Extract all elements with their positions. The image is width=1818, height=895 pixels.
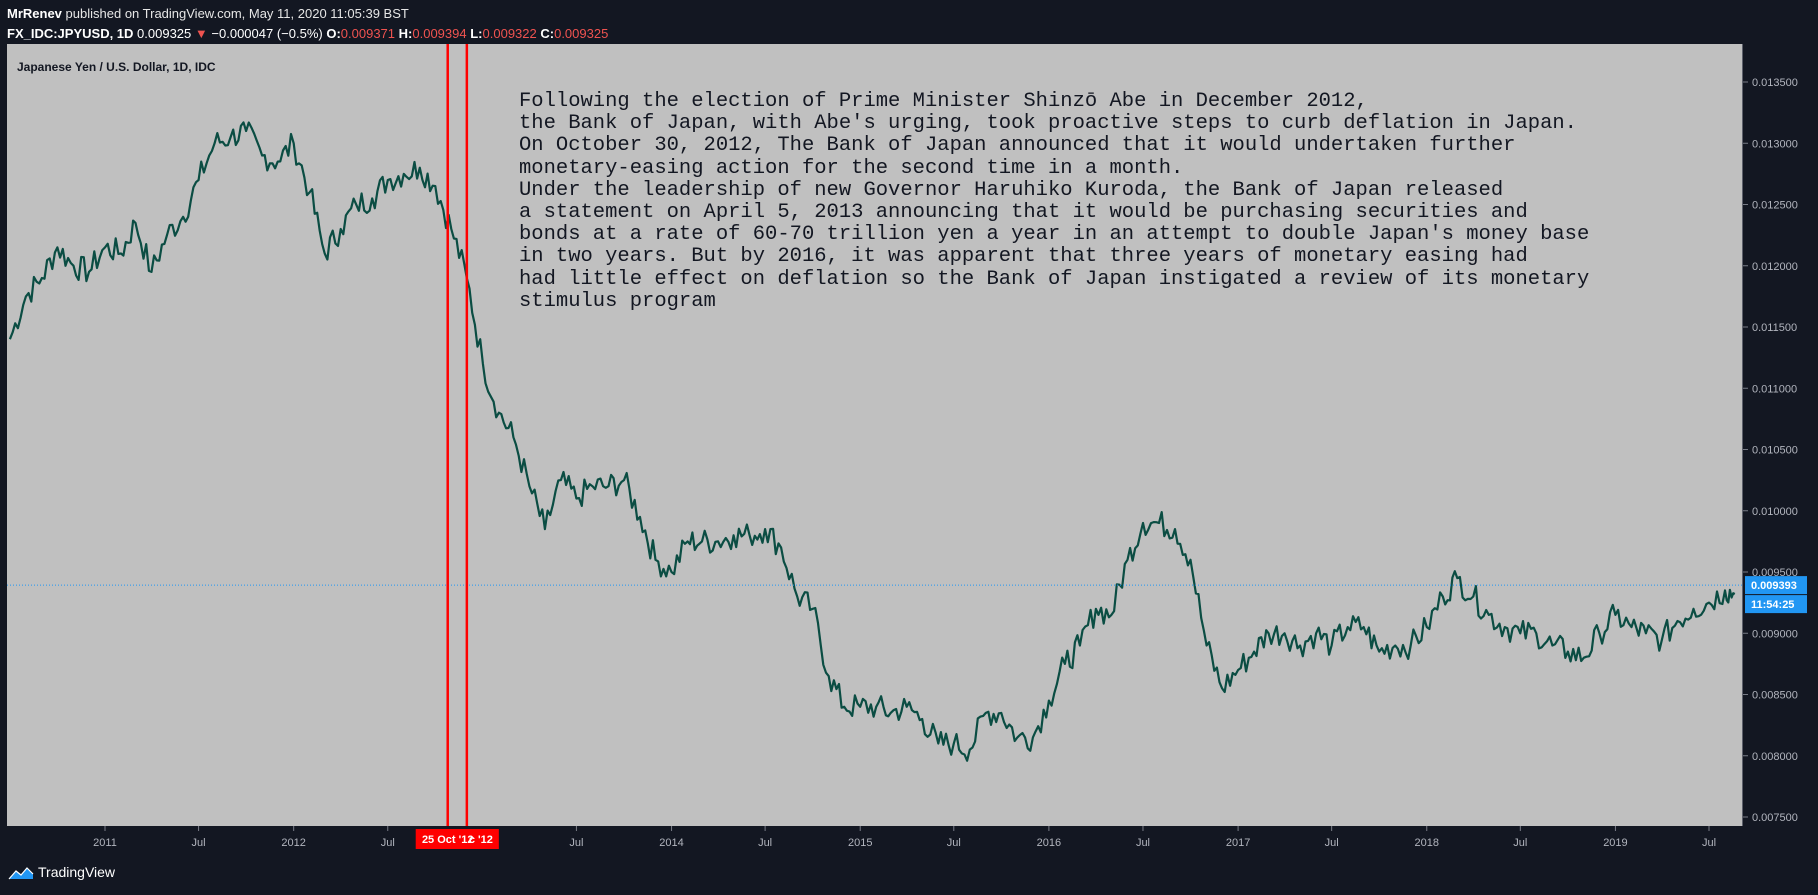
y-tick-label: 0.009500: [1752, 567, 1798, 579]
x-tick-label: Jul: [1136, 837, 1150, 849]
x-tick-label: 2017: [1226, 837, 1250, 849]
event-marker-label: c '12: [469, 834, 493, 846]
x-tick-label: Jul: [758, 837, 772, 849]
high-label: H:: [398, 26, 413, 41]
chart-pane[interactable]: [7, 44, 1743, 826]
author-name[interactable]: MrRenev: [7, 6, 62, 21]
y-tick-label: 0.013500: [1752, 77, 1798, 89]
tradingview-logo-icon: [8, 867, 34, 880]
countdown-label: 11:54:25: [1751, 599, 1794, 611]
x-tick-label: 2018: [1415, 837, 1439, 849]
x-tick-label: 2019: [1603, 837, 1627, 849]
x-tick-label: 2012: [281, 837, 305, 849]
y-tick-label: 0.007500: [1752, 812, 1798, 824]
change-arrow-icon: ▼: [194, 26, 208, 41]
x-tick-label: Jul: [381, 837, 395, 849]
low-value: 0.009322: [482, 26, 537, 41]
y-tick-label: 0.013000: [1752, 138, 1798, 150]
x-tick-label: 2014: [659, 837, 683, 849]
x-tick-label: Jul: [1702, 837, 1716, 849]
y-tick-label: 0.010000: [1752, 506, 1798, 518]
x-tick-label: 2016: [1037, 837, 1061, 849]
footer: [0, 853, 1818, 895]
close-label: C:: [540, 26, 555, 41]
x-tick-label: 2015: [848, 837, 872, 849]
last-price-label: 0.009393: [1751, 580, 1797, 592]
open-value: 0.009371: [340, 26, 396, 41]
y-tick-label: 0.010500: [1752, 445, 1798, 457]
price-series-line: [8, 121, 1736, 762]
countdown-label-box: [1745, 595, 1807, 614]
ohlc-line: FX_IDC:JPYUSD, 1D 0.009325 ▼ −0.000047 (…: [7, 26, 608, 41]
close-value: 0.009325: [554, 26, 609, 41]
y-tick-label: 0.012500: [1752, 200, 1798, 212]
low-label: L:: [470, 26, 483, 41]
event-marker-label-box: [462, 829, 499, 849]
annotation-text: Following the election of Prime Minister…: [519, 90, 1590, 313]
top-bar: MrRenev published on TradingView.com, Ma…: [0, 0, 1818, 44]
y-tick-label: 0.008000: [1752, 751, 1798, 763]
open-label: O:: [326, 26, 341, 41]
y-tick-label: 0.009000: [1752, 628, 1798, 640]
event-marker-label: 25 Oct '12: [422, 834, 474, 846]
y-tick-label: 0.011500: [1752, 322, 1797, 334]
publish-info: published on TradingView.com, May 11, 20…: [65, 6, 409, 21]
last-price: 0.009325: [137, 26, 192, 41]
x-tick-label: Jul: [192, 837, 206, 849]
brand-name[interactable]: TradingView: [38, 864, 116, 880]
last-price-label-box: [1745, 576, 1807, 595]
y-tick-label: 0.011000: [1752, 383, 1797, 395]
x-tick-label: Jul: [1325, 837, 1339, 849]
change-value: −0.000047 (−0.5%): [211, 26, 323, 41]
y-tick-label: 0.012000: [1752, 261, 1798, 273]
symbol: FX_IDC:JPYUSD, 1D: [7, 26, 134, 41]
publish-line: MrRenev published on TradingView.com, Ma…: [7, 6, 409, 21]
x-tick-label: Jul: [569, 837, 583, 849]
x-tick-label: 2011: [93, 837, 117, 849]
x-tick-label: Jul: [947, 837, 961, 849]
y-tick-label: 0.008500: [1752, 690, 1798, 702]
series-legend[interactable]: Japanese Yen / U.S. Dollar, 1D, IDC: [17, 60, 216, 74]
high-value: 0.009394: [412, 26, 467, 41]
x-tick-label: Jul: [1513, 837, 1527, 849]
